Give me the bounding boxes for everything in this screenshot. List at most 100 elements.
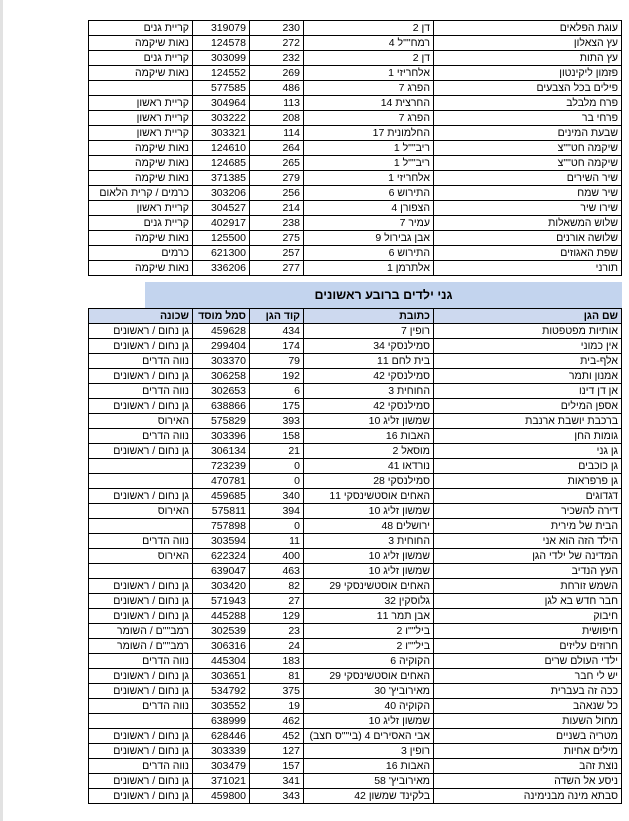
garden-name-cell: מילים אחיות <box>433 743 622 759</box>
table-row: גן פרפראות סמילנסקי 28 0 470781 <box>88 473 622 489</box>
table-row: אמנון ותמר סמילנסקי 42 192 306258 גן נחום / … <box>88 368 622 384</box>
institution-symbol-cell: 445304 <box>192 653 250 669</box>
table-row: העץ הנדיב שמשון זליג 10 463 639047 <box>88 563 622 579</box>
neighborhood-cell <box>88 518 193 534</box>
institution-symbol-cell: 124610 <box>192 140 250 156</box>
table-row: ברכבת יושבת ארנבת שמשון זליג 10 393 575829 ה… <box>88 413 622 429</box>
neighborhood-cell: רמב""ם / השומר <box>88 638 193 654</box>
address-cell: הצפורן 4 <box>303 200 434 216</box>
institution-symbol-cell: 638866 <box>192 398 250 414</box>
institution-symbol-cell: 303479 <box>192 758 250 774</box>
garden-code-cell: 6 <box>249 383 304 399</box>
neighborhood-cell: גן נחום / ראשונים <box>88 728 193 744</box>
garden-name-cell: פרחי בר <box>433 110 622 126</box>
institution-symbol-cell: 371021 <box>192 773 250 789</box>
garden-name-cell: העץ הנדיב <box>433 563 622 579</box>
address-cell: דן 2 <box>303 50 434 66</box>
address-cell: רופין 3 <box>303 743 434 759</box>
garden-name-cell: אותיות מפטפטות <box>433 323 622 339</box>
institution-symbol-cell: 459685 <box>192 488 250 504</box>
garden-name-cell: תורני <box>433 260 622 276</box>
table-row: שבעת המינים החלמונית 17 114 303321 קריית ראש… <box>88 125 622 141</box>
table-row: פזמון ליקינטון אלחריזי 1 269 124552 נאות שיק… <box>88 65 622 81</box>
table-row: סבתא מינה מבנימינה בלקינד שמשון 42 343 4598… <box>88 788 622 804</box>
garden-code-cell: 452 <box>249 728 304 744</box>
neighborhood-cell <box>88 563 193 579</box>
institution-symbol-cell: 124578 <box>192 35 250 51</box>
garden-name-cell: דירה להשכיר <box>433 503 622 519</box>
institution-symbol-cell: 303206 <box>192 185 250 201</box>
neighborhood-cell: נאות שיקמה <box>88 65 193 81</box>
institution-symbol-cell: 304964 <box>192 95 250 111</box>
table-row: שיקמה חט""צ ריב""ל 1 264 124610 נאות שיקמה <box>88 140 622 156</box>
address-cell: החרצית 14 <box>303 95 434 111</box>
institution-symbol-cell: 622324 <box>192 548 250 564</box>
garden-code-cell: 343 <box>249 788 304 804</box>
table-row: עץ הצאלון רמח""ל 4 272 124578 נאות שיקמה <box>88 35 622 51</box>
institution-symbol-cell: 303420 <box>192 578 250 594</box>
garden-name-cell: גומות החן <box>433 428 622 444</box>
neighborhood-cell: נאות שיקמה <box>88 260 193 276</box>
address-cell: האחים אוסטשינסקי 11 <box>303 488 434 504</box>
garden-code-cell: 279 <box>249 170 304 186</box>
address-cell: הפרג 7 <box>303 110 434 126</box>
neighborhood-cell: קריית ראשון <box>88 95 193 111</box>
address-cell: גלוסקין 32 <box>303 593 434 609</box>
garden-name-cell: גן פרפראות <box>433 473 622 489</box>
institution-symbol-cell: 459628 <box>192 323 250 339</box>
table-row: גן גני מוסאל 2 21 306134 גן נחום / ראשונים <box>88 443 622 459</box>
garden-name-cell: שבעת המינים <box>433 125 622 141</box>
garden-name-cell: חיבוק <box>433 608 622 624</box>
neighborhood-cell: האירוס <box>88 413 193 429</box>
garden-name-cell: חרוזים עליזים <box>433 638 622 654</box>
garden-name-cell: הבית של מירית <box>433 518 622 534</box>
neighborhood-cell <box>88 713 193 729</box>
address-cell: מוסאל 2 <box>303 443 434 459</box>
institution-symbol-cell: 534792 <box>192 683 250 699</box>
table-row: שלוש המשאלות עמיר 7 238 402917 קריית גנים <box>88 215 622 231</box>
garden-code-cell: 19 <box>249 698 304 714</box>
address-cell: בית לחם 11 <box>303 353 434 369</box>
garden-code-cell: 340 <box>249 488 304 504</box>
institution-symbol-cell: 319079 <box>192 20 250 36</box>
garden-code-cell: 264 <box>249 140 304 156</box>
garden-code-cell: 129 <box>249 608 304 624</box>
neighborhood-cell: האירוס <box>88 548 193 564</box>
neighborhood-cell: גן נחום / ראשונים <box>88 443 193 459</box>
institution-symbol-cell: 304527 <box>192 200 250 216</box>
table-row: ככה זה בעברית מאירוביץ' 30 375 534792 גן נחו… <box>88 683 622 699</box>
neighborhood-cell: נאות שיקמה <box>88 170 193 186</box>
garden-code-cell: 486 <box>249 80 304 96</box>
institution-symbol-cell: 638999 <box>192 713 250 729</box>
garden-code-cell: 81 <box>249 668 304 684</box>
table-row: אספן המילים סמילנסקי 42 175 638866 גן נחום /… <box>88 398 622 414</box>
table-row: אלף-בית בית לחם 11 79 303370 נווה הדרים <box>88 353 622 369</box>
address-cell: האחים אוסטשינסקי 29 <box>303 578 434 594</box>
neighborhood-cell: קריית גנים <box>88 20 193 36</box>
institution-symbol-cell: 303339 <box>192 743 250 759</box>
neighborhood-cell: נאות שיקמה <box>88 155 193 171</box>
garden-code-cell: 275 <box>249 230 304 246</box>
institution-symbol-cell: 303552 <box>192 698 250 714</box>
neighborhood-cell: קריית ראשון <box>88 200 193 216</box>
garden-code-cell: 257 <box>249 245 304 261</box>
address-cell: אבן גבירול 9 <box>303 230 434 246</box>
garden-name-cell: עוגת הפלאים <box>433 20 622 36</box>
table-row: אותיות מפטפטות רופין 7 434 459628 גן נחום / … <box>88 323 622 339</box>
institution-symbol-cell: 125500 <box>192 230 250 246</box>
institution-symbol-cell: 571943 <box>192 593 250 609</box>
institution-symbol-cell: 757898 <box>192 518 250 534</box>
garden-code-cell: 434 <box>249 323 304 339</box>
address-cell: סמילנסקי 42 <box>303 368 434 384</box>
address-cell: עמיר 7 <box>303 215 434 231</box>
garden-name-cell: פילים בכל הצבעים <box>433 80 622 96</box>
garden-code-cell: 192 <box>249 368 304 384</box>
garden-code-cell: 0 <box>249 458 304 474</box>
table-row: שיר שמח התירוש 6 256 303206 כרמים / קרית הלא… <box>88 185 622 201</box>
garden-code-cell: 24 <box>249 638 304 654</box>
table-row: חבר חדש בא לגן גלוסקין 32 27 571943 גן נחום … <box>88 593 622 609</box>
garden-name-cell: אספן המילים <box>433 398 622 414</box>
garden-name-cell: ברכבת יושבת ארנבת <box>433 413 622 429</box>
neighborhood-cell: גן נחום / ראשונים <box>88 743 193 759</box>
address-cell: סמילנסקי 28 <box>303 473 434 489</box>
